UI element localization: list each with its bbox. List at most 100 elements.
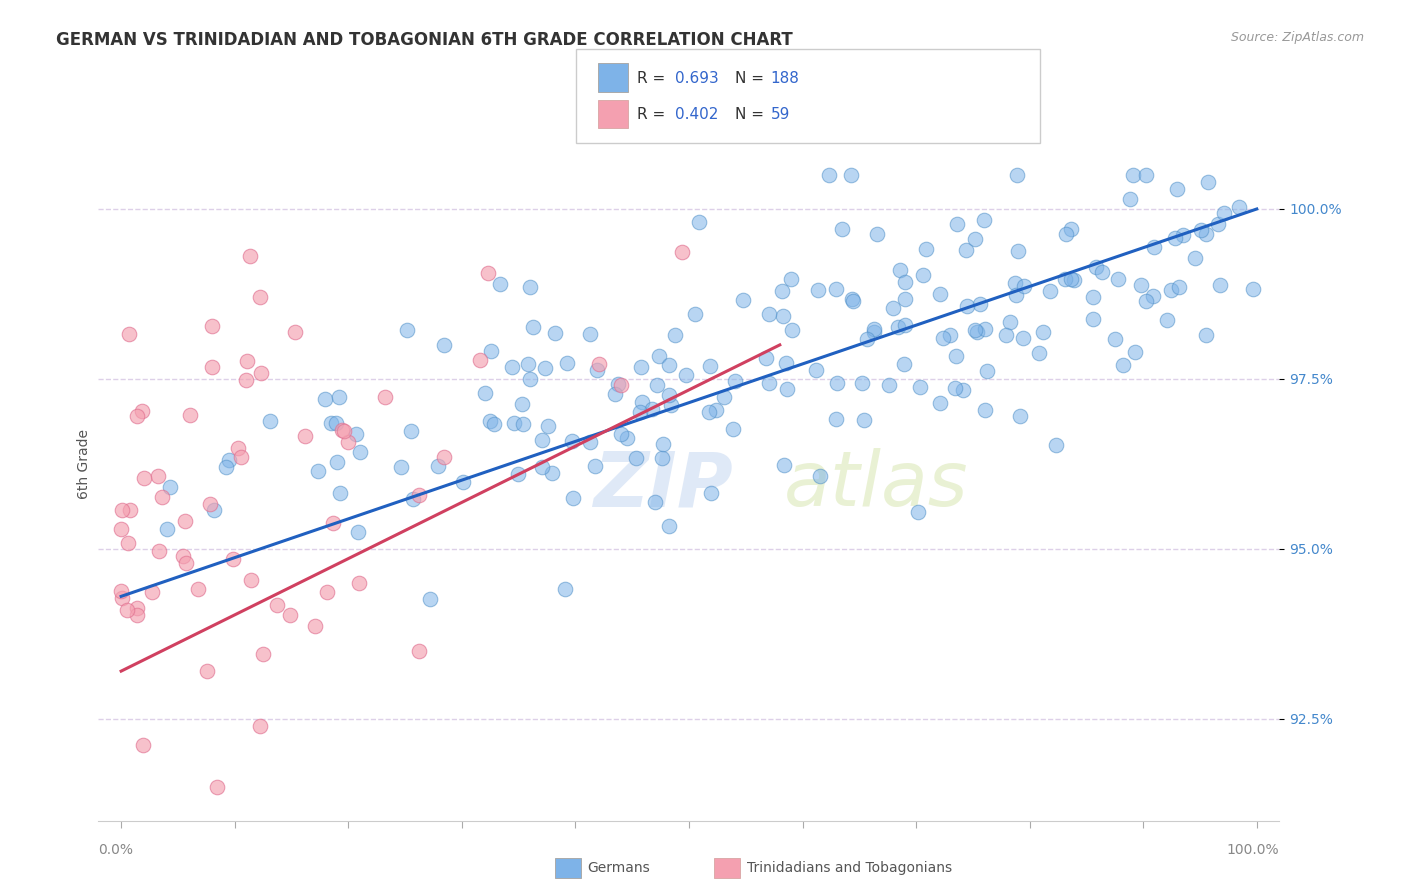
Point (110, 522, 132, 536)
Point (1130, 278, 1153, 293)
Point (969, 296, 991, 310)
Point (1032, 325, 1054, 339)
Point (322, 516, 344, 531)
Point (478, 414, 501, 428)
Point (842, 294, 865, 309)
Point (501, 360, 523, 375)
Point (1005, 287, 1028, 301)
Point (853, 413, 876, 427)
Point (321, 416, 343, 430)
Point (479, 344, 502, 359)
Point (588, 357, 610, 371)
Point (683, 307, 706, 321)
Point (1122, 168, 1144, 182)
Point (131, 404, 153, 418)
Point (628, 404, 651, 418)
Point (973, 213, 995, 227)
Point (1014, 279, 1036, 293)
Point (1135, 168, 1157, 182)
Point (907, 506, 929, 520)
Point (804, 362, 827, 376)
Point (218, 452, 240, 467)
Point (200, 497, 222, 511)
Point (1104, 332, 1126, 346)
Text: 0.693: 0.693 (675, 70, 718, 86)
Point (329, 486, 352, 500)
Point (328, 390, 350, 404)
Point (1212, 206, 1234, 220)
Point (894, 292, 917, 306)
Point (235, 372, 257, 386)
Point (644, 495, 666, 509)
Point (943, 381, 966, 395)
Point (399, 425, 422, 439)
Point (214, 460, 236, 475)
Point (451, 475, 474, 490)
Point (132, 739, 155, 753)
Point (1085, 260, 1108, 274)
Point (731, 293, 754, 307)
Point (159, 480, 181, 494)
Point (344, 427, 367, 442)
Point (1189, 223, 1212, 237)
Point (882, 301, 904, 315)
Point (966, 326, 988, 340)
Point (1059, 222, 1081, 236)
Text: GERMAN VS TRINIDADIAN AND TOBAGONIAN 6TH GRADE CORRELATION CHART: GERMAN VS TRINIDADIAN AND TOBAGONIAN 6TH… (56, 31, 793, 49)
Point (607, 377, 630, 392)
Point (347, 525, 370, 540)
Point (664, 327, 686, 342)
Point (952, 383, 974, 397)
Point (755, 351, 778, 365)
Point (704, 402, 727, 417)
Point (349, 445, 371, 459)
Point (1142, 289, 1164, 303)
Point (477, 267, 499, 281)
Point (174, 514, 197, 528)
Point (249, 290, 271, 304)
Point (1206, 217, 1229, 231)
Point (877, 378, 900, 392)
Point (110, 583, 132, 598)
Point (512, 417, 534, 432)
Point (583, 459, 606, 474)
Point (659, 398, 682, 412)
Point (911, 268, 934, 283)
Point (125, 607, 148, 622)
Point (965, 232, 987, 246)
Point (522, 319, 544, 334)
Point (946, 218, 969, 232)
Point (671, 245, 693, 260)
Point (250, 366, 273, 380)
Point (818, 168, 841, 182)
Point (652, 437, 675, 451)
Point (579, 435, 602, 450)
Point (1171, 227, 1194, 242)
Point (945, 349, 967, 363)
Point (1227, 200, 1250, 214)
Point (470, 353, 492, 368)
Point (586, 363, 609, 377)
Point (928, 287, 950, 301)
Text: 59: 59 (770, 107, 790, 122)
Text: 188: 188 (770, 70, 800, 86)
Point (201, 318, 224, 333)
Point (578, 326, 600, 341)
Point (758, 307, 780, 321)
Point (645, 378, 668, 392)
Point (1008, 409, 1031, 423)
Point (998, 315, 1021, 329)
Point (533, 360, 555, 375)
Point (700, 485, 723, 500)
Point (117, 327, 139, 342)
Point (202, 503, 225, 517)
Point (1107, 272, 1129, 286)
Point (956, 299, 979, 313)
Point (974, 322, 997, 336)
Point (222, 552, 245, 566)
Point (195, 664, 218, 678)
Point (658, 358, 681, 372)
Point (127, 409, 149, 423)
Point (808, 468, 831, 483)
Point (333, 424, 356, 438)
